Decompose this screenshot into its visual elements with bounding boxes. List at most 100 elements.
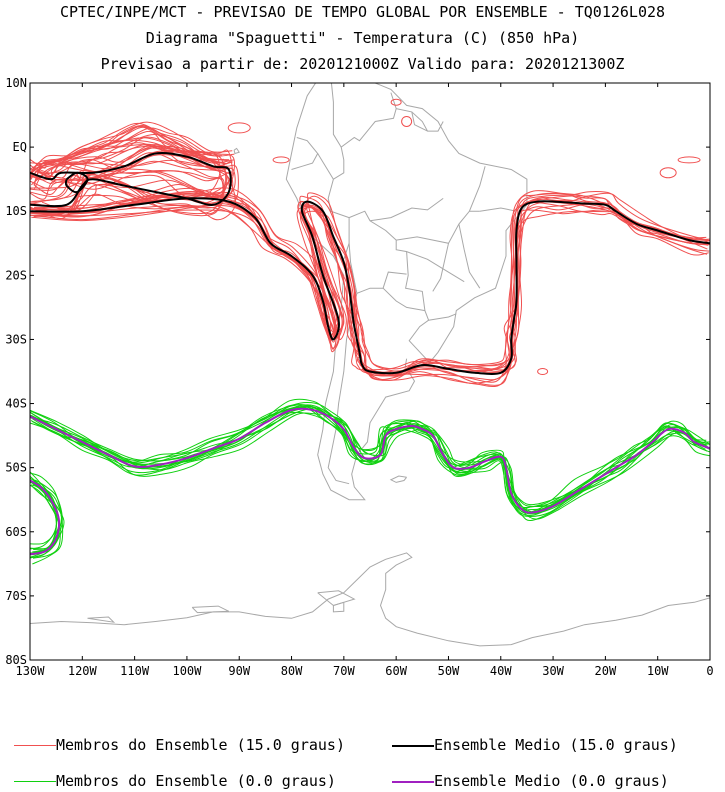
member-blob-15 — [401, 115, 413, 127]
mean-contour-15 — [30, 197, 710, 375]
lat-label: 10S — [5, 204, 27, 218]
member-contour-15 — [30, 124, 230, 178]
country-border — [479, 207, 517, 212]
country-border — [291, 137, 319, 170]
lon-label: 40W — [490, 664, 512, 675]
lon-label: 110W — [120, 664, 150, 675]
legend-swatch-black — [392, 744, 434, 747]
antarctic-coast — [332, 601, 345, 613]
lon-label: 80W — [281, 664, 303, 675]
antarctic-coast — [317, 590, 356, 607]
lat-label: 30S — [5, 332, 27, 346]
country-border — [369, 197, 444, 222]
country-border — [428, 313, 457, 321]
member-blob-15 — [390, 98, 402, 106]
mean-contour-0 — [30, 479, 61, 556]
member-contour-0 — [30, 404, 709, 514]
lon-label: 0 — [706, 664, 713, 675]
lon-label: 50W — [438, 664, 460, 675]
member-contour-0 — [32, 483, 64, 565]
lat-label: 10N — [5, 76, 27, 90]
lon-label: 10W — [647, 664, 669, 675]
lon-label: 130W — [16, 664, 46, 675]
legend-swatch-red — [14, 745, 56, 746]
country-border — [406, 251, 465, 283]
country-border — [458, 223, 481, 289]
country-border — [468, 166, 486, 212]
legend-item-mean-15: Ensemble Medio (15.0 graus) — [392, 736, 678, 754]
lat-label: 60S — [5, 525, 27, 539]
country-border — [396, 108, 444, 132]
member-contour-0 — [30, 398, 710, 508]
members-15-graus — [30, 98, 710, 388]
member-blob-15 — [272, 156, 290, 164]
country-border — [330, 83, 342, 148]
legend-label-mean-15: Ensemble Medio (15.0 graus) — [434, 736, 678, 754]
country-border — [411, 111, 428, 132]
member-blob-15 — [537, 368, 549, 375]
member-contour-0 — [30, 406, 706, 517]
legend-item-members-15: Membros do Ensemble (15.0 graus) — [14, 736, 345, 754]
legend-swatch-green — [14, 781, 56, 782]
member-blob-15 — [677, 156, 701, 164]
lon-label: 70W — [333, 664, 355, 675]
lon-labels: 130W 120W 110W 100W 90W 80W 70W 60W 50W 40W 30W 20W… — [16, 664, 714, 675]
lon-label: 120W — [68, 664, 98, 675]
lon-label: 100W — [172, 664, 202, 675]
lat-label: EQ — [13, 140, 27, 154]
member-contour-15 — [33, 160, 230, 211]
coastline — [389, 475, 407, 483]
chart-title: CPTEC/INPE/MCT - PREVISAO DE TEMPO GLOBA… — [59, 3, 666, 21]
member-contour-0 — [30, 405, 707, 509]
lat-label: 40S — [5, 397, 27, 411]
legend-swatch-purple — [392, 780, 434, 783]
lon-label: 20W — [595, 664, 617, 675]
member-contour-0 — [31, 412, 710, 513]
member-contour-15 — [31, 192, 710, 373]
member-contour-15 — [30, 204, 708, 386]
lat-label: 70S — [5, 589, 27, 603]
member-contour-15 — [30, 190, 707, 376]
member-blob-15 — [227, 122, 251, 134]
spaghetti-map: 10N EQ 10S 20S 30S 40S 50S 60S 70S 80S 130W 120W 11… — [5, 76, 714, 675]
lat-labels: 10N EQ 10S 20S 30S 40S 50S 60S 70S 80S — [5, 76, 27, 667]
member-contour-15 — [30, 142, 228, 185]
lon-label: 30W — [542, 664, 564, 675]
mean-contour-0 — [30, 407, 710, 514]
chart-subtitle: Diagrama "Spaguetti" - Temperatura (C) (… — [145, 29, 580, 47]
member-contour-15 — [34, 193, 710, 381]
lat-label: 50S — [5, 461, 27, 475]
member-blob-15 — [659, 167, 677, 179]
legend-label-members-0: Membros do Ensemble (0.0 graus) — [56, 772, 336, 790]
member-contour-15 — [31, 187, 710, 372]
mean-contour-15 — [30, 152, 232, 208]
member-contour-15 — [33, 137, 232, 190]
legend-item-mean-0: Ensemble Medio (0.0 graus) — [392, 772, 669, 790]
legend-label-members-15: Membros do Ensemble (15.0 graus) — [56, 736, 345, 754]
antarctic-coast — [87, 616, 116, 623]
axis-ticks — [29, 82, 711, 661]
antarctic-coast — [30, 552, 710, 647]
mean-15-graus — [30, 152, 710, 375]
lat-label: 20S — [5, 268, 27, 282]
country-border — [382, 287, 425, 312]
coastline — [285, 83, 528, 501]
country-border — [348, 243, 407, 294]
country-border — [432, 243, 449, 292]
country-border — [348, 210, 431, 364]
mean-0-graus — [30, 407, 710, 556]
member-contour-15 — [33, 190, 710, 377]
country-border — [396, 210, 480, 244]
country-border — [327, 92, 397, 260]
forecast-validity: Previsao a partir de: 2020121000Z Valido… — [100, 55, 625, 73]
mean-contour-15 — [64, 171, 89, 194]
member-contour-0 — [30, 404, 708, 510]
map-frame — [29, 82, 711, 661]
coastline — [233, 147, 240, 155]
antarctic-coast — [191, 605, 230, 614]
legend-item-members-0: Membros do Ensemble (0.0 graus) — [14, 772, 336, 790]
lon-label: 90W — [228, 664, 250, 675]
lon-label: 60W — [385, 664, 407, 675]
lat-label: 80S — [5, 653, 27, 667]
country-border — [317, 153, 334, 180]
